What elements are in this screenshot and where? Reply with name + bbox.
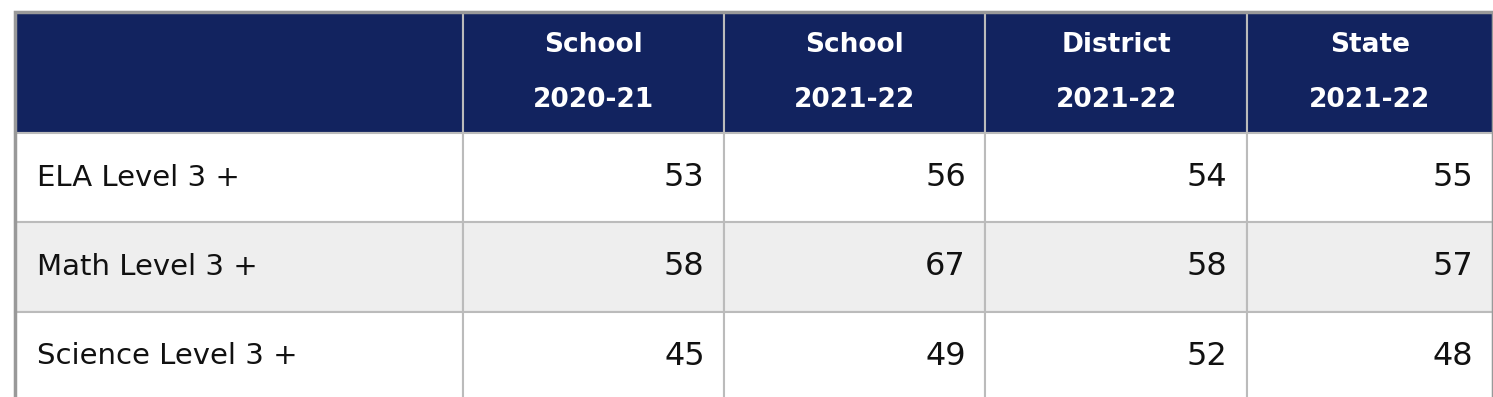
Text: 54: 54 xyxy=(1187,162,1227,193)
Bar xyxy=(15,222,463,312)
Bar xyxy=(15,312,463,397)
Text: ELA Level 3 +: ELA Level 3 + xyxy=(37,164,240,192)
Bar xyxy=(463,133,724,222)
Text: School: School xyxy=(543,32,643,58)
Text: 2021-22: 2021-22 xyxy=(1309,87,1430,113)
Text: 2020-21: 2020-21 xyxy=(533,87,654,113)
Bar xyxy=(463,12,724,133)
Bar xyxy=(724,312,985,397)
Bar xyxy=(1247,222,1493,312)
Text: 56: 56 xyxy=(926,162,966,193)
Text: 53: 53 xyxy=(664,162,705,193)
Bar xyxy=(15,12,463,133)
Bar xyxy=(985,222,1247,312)
Text: 2021-22: 2021-22 xyxy=(1056,87,1176,113)
Bar xyxy=(724,12,985,133)
Text: 58: 58 xyxy=(664,251,705,283)
Text: 45: 45 xyxy=(664,341,705,372)
Bar xyxy=(1247,133,1493,222)
Bar xyxy=(724,133,985,222)
Bar xyxy=(1247,312,1493,397)
Bar xyxy=(724,222,985,312)
Text: Math Level 3 +: Math Level 3 + xyxy=(37,253,258,281)
Bar xyxy=(463,222,724,312)
Bar xyxy=(463,312,724,397)
Text: 2021-22: 2021-22 xyxy=(794,87,915,113)
Bar xyxy=(985,312,1247,397)
Text: 52: 52 xyxy=(1187,341,1227,372)
Text: Science Level 3 +: Science Level 3 + xyxy=(37,342,299,370)
Bar xyxy=(985,133,1247,222)
Text: 57: 57 xyxy=(1433,251,1474,283)
Text: 48: 48 xyxy=(1433,341,1474,372)
Text: 67: 67 xyxy=(926,251,966,283)
Bar xyxy=(1247,12,1493,133)
Text: 58: 58 xyxy=(1187,251,1227,283)
Text: 55: 55 xyxy=(1433,162,1474,193)
Text: School: School xyxy=(805,32,905,58)
Bar xyxy=(15,133,463,222)
Text: State: State xyxy=(1330,32,1409,58)
Text: 49: 49 xyxy=(926,341,966,372)
Bar xyxy=(985,12,1247,133)
Text: District: District xyxy=(1062,32,1171,58)
